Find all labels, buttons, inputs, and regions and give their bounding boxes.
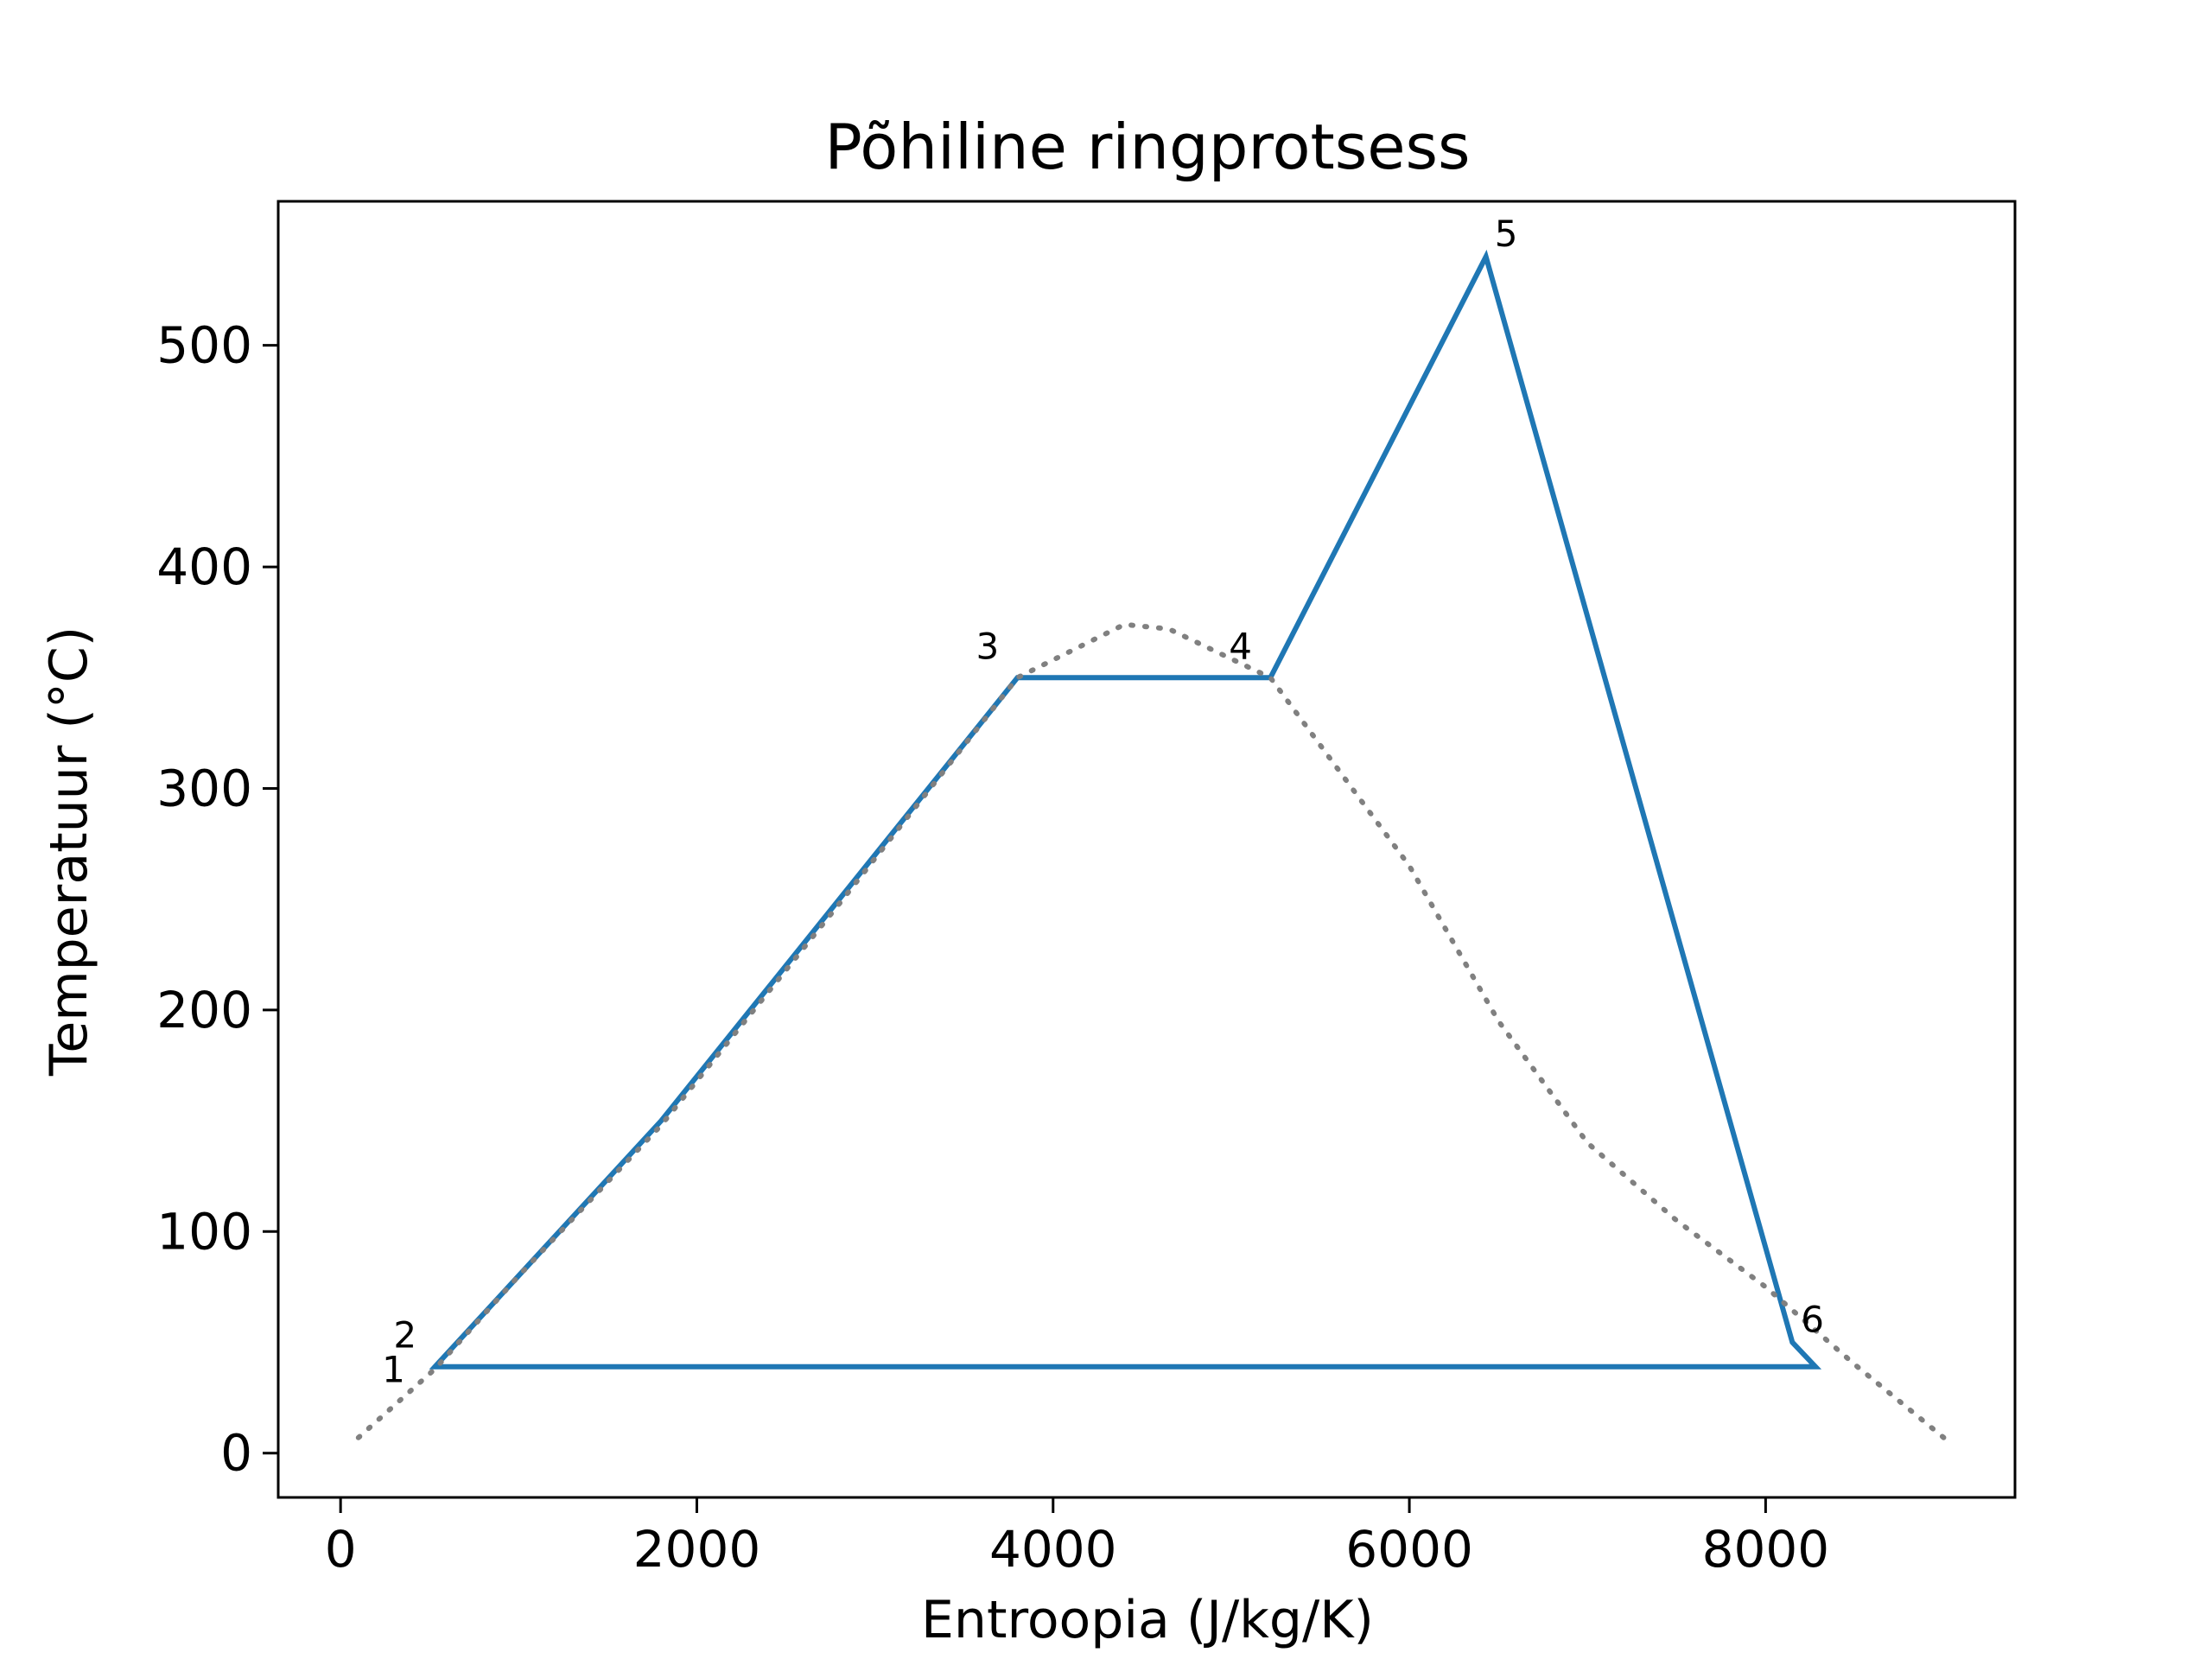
chart-title: Põhiline ringprotsess [824, 111, 1470, 183]
point-label-6: 6 [1801, 1299, 1824, 1341]
y-tick-label-300: 300 [156, 759, 252, 817]
x-tick-label-4000: 4000 [989, 1520, 1117, 1579]
y-tick-label-200: 200 [156, 981, 252, 1039]
point-label-5: 5 [1495, 213, 1518, 255]
point-label-2: 2 [393, 1314, 416, 1357]
point-label-3: 3 [976, 625, 1000, 667]
y-tick-label-500: 500 [156, 316, 252, 375]
saturation-dome-line [355, 621, 1947, 1440]
y-tick-label-400: 400 [156, 537, 252, 596]
y-axis-title: Temperatuur (°C) [39, 626, 99, 1077]
point-label-4: 4 [1229, 625, 1252, 667]
x-tick-label-2000: 2000 [633, 1520, 761, 1579]
x-tick-label-6000: 6000 [1345, 1520, 1473, 1579]
x-tick-label-0: 0 [325, 1520, 357, 1579]
plot-frame [276, 200, 2017, 1499]
x-axis-title: Entroopia (J/kg/K) [921, 1590, 1374, 1650]
y-tick-label-100: 100 [156, 1202, 252, 1261]
point-label-1: 1 [382, 1349, 405, 1391]
plot-area: 0 2000 4000 6000 8000 0 100 200 300 400 500 12 3 4 5 6 [156, 200, 2017, 1579]
x-tick-label-8000: 8000 [1702, 1520, 1830, 1579]
y-tick-label-0: 0 [220, 1424, 252, 1483]
